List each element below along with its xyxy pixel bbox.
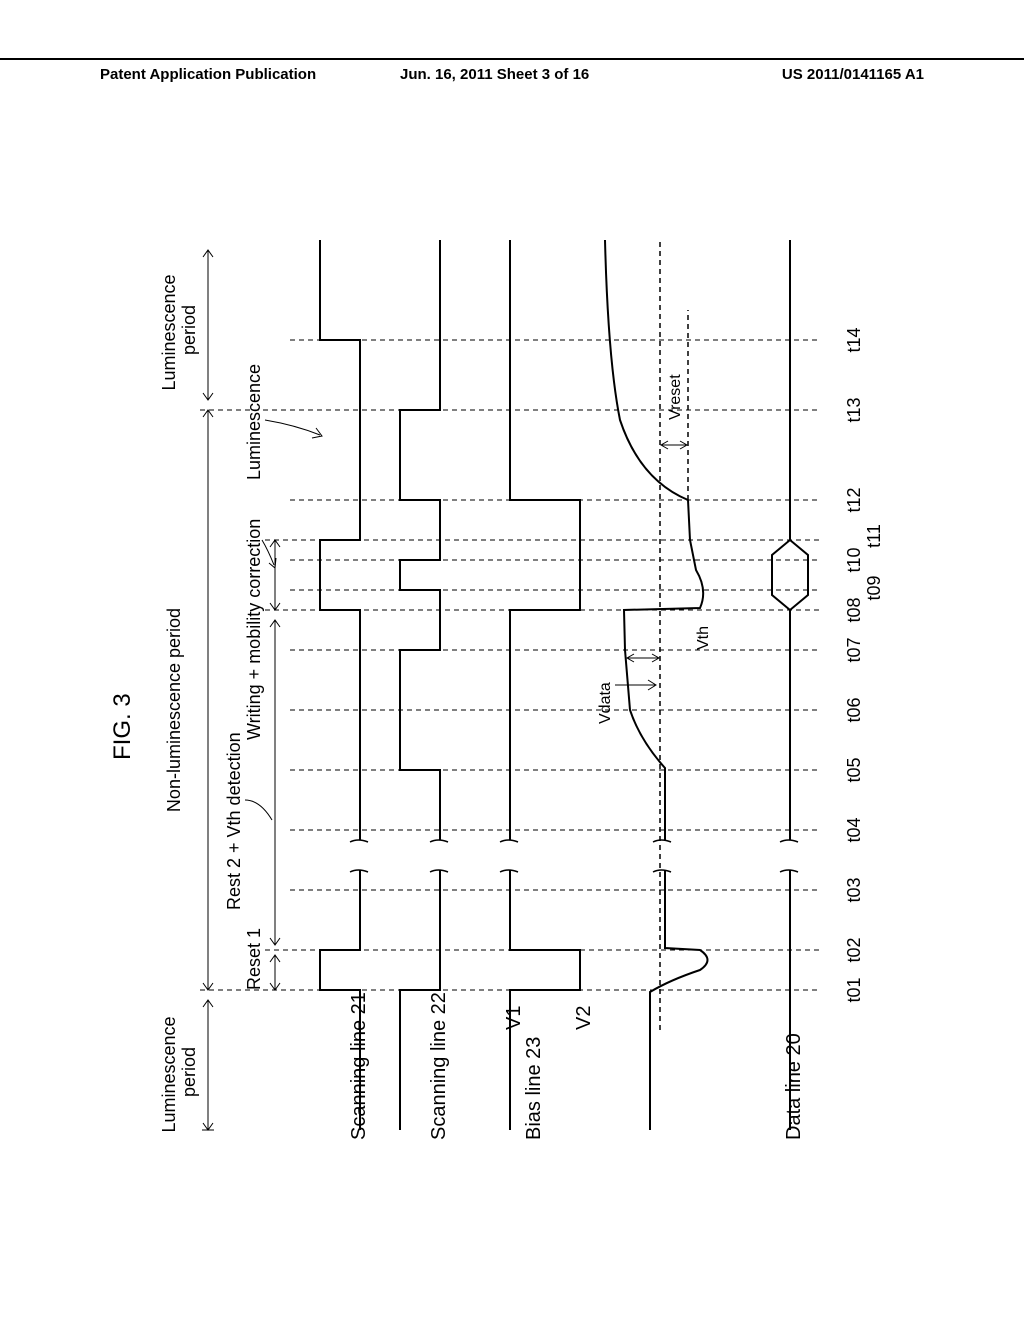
signal-scanning-21: Scanning line 21	[320, 240, 370, 1140]
period-luminescence-left: Luminescence period	[159, 1011, 199, 1132]
period-luminescence-right-line2: period	[179, 305, 199, 355]
tick-t02: t02	[844, 937, 864, 962]
tick-t13: t13	[844, 397, 864, 422]
label-v2: V2	[573, 1006, 595, 1030]
period-luminescence-right: Luminescence period	[159, 269, 199, 390]
page-header: Patent Application Publication Jun. 16, …	[0, 58, 1024, 66]
phase-writing-mobility: Writing + mobility correction	[244, 519, 264, 740]
label-scanning-22: Scanning line 22	[428, 992, 450, 1140]
phase-luminescence: Luminescence	[244, 364, 264, 480]
signal-data-20: Data line 20	[772, 240, 808, 1140]
phase-labels: Reset 1 Rest 2 + Vth detection Writing +…	[224, 364, 322, 990]
tick-t08: t08	[844, 597, 864, 622]
tick-t11: t11	[864, 524, 884, 548]
tick-t14: t14	[844, 327, 864, 352]
tick-t07: t07	[844, 637, 864, 662]
ann-vreset: Vreset	[667, 374, 684, 420]
ann-vth: Vth	[695, 626, 712, 650]
tick-t04: t04	[844, 817, 864, 842]
header-left: Patent Application Publication	[100, 66, 316, 83]
phase-reset1: Reset 1	[244, 928, 264, 990]
tick-t10: t10	[844, 547, 864, 572]
header-right: US 2011/0141165 A1	[782, 66, 924, 83]
timing-diagram: FIG. 3 Luminescence period Non-luminesce…	[100, 180, 924, 1180]
tick-t06: t06	[844, 697, 864, 722]
signal-internal-node: Vdata Vth Vreset	[597, 240, 712, 1130]
tick-t12: t12	[844, 487, 864, 512]
label-bias-23: Bias line 23	[523, 1037, 545, 1140]
period-non-luminescence: Non-luminescence period	[164, 608, 184, 812]
period-labels: Luminescence period Non-luminescence per…	[159, 250, 214, 1133]
tick-t01: t01	[844, 977, 864, 1002]
tick-t03: t03	[844, 877, 864, 902]
signal-bias-23: Bias line 23 V1 V2	[500, 240, 595, 1140]
period-luminescence-left-line2: period	[179, 1047, 199, 1097]
time-ticks: t01 t02 t03 t04 t05 t06 t07 t08 t09 t10 …	[844, 327, 884, 1002]
signal-scanning-22: Scanning line 22	[400, 240, 450, 1140]
phase-rest2-vth: Rest 2 + Vth detection	[224, 732, 244, 910]
label-data-20: Data line 20	[783, 1033, 805, 1140]
label-v1: V1	[503, 1006, 525, 1030]
header-center: Jun. 16, 2011 Sheet 3 of 16	[400, 66, 589, 83]
timing-diagram-svg: FIG. 3 Luminescence period Non-luminesce…	[100, 180, 924, 1180]
ann-vdata: Vdata	[597, 682, 614, 724]
tick-t05: t05	[844, 757, 864, 782]
tick-t09: t09	[864, 575, 884, 600]
figure-title: FIG. 3	[109, 693, 136, 760]
